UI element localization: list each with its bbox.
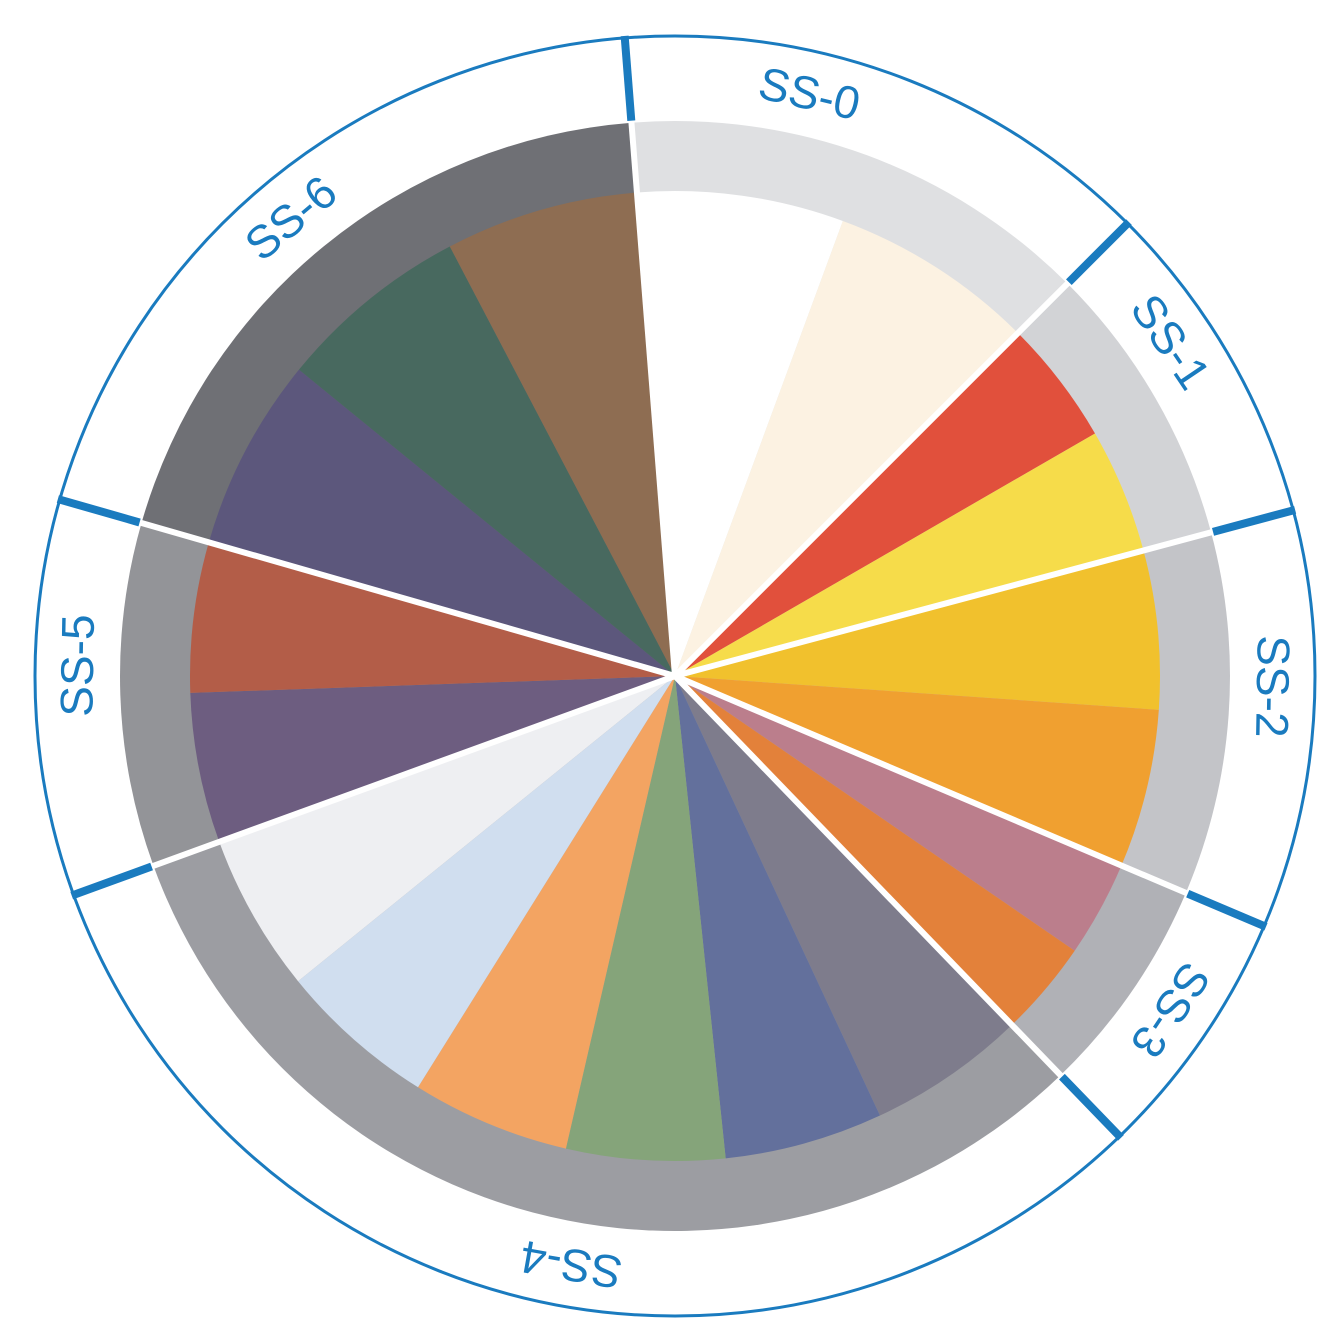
separator-line [148,673,677,871]
sector-tick [1059,1073,1124,1141]
sector-label-ss-2: SS-2 [1246,635,1300,738]
wedge-white [636,191,843,676]
separator-line [672,673,1066,1081]
separator-line [136,519,676,679]
wedge-dusty-rose [675,676,1122,951]
wedge-brown [449,192,675,676]
separator-line [672,278,1073,679]
sector-label-ss-4: SS-4 [516,1230,626,1299]
separator-line [673,673,1191,898]
wedge-red [675,333,1096,676]
sector-tick [620,35,636,122]
wedge-rust [190,542,676,693]
wedge-golden-yellow [675,550,1160,710]
sector-tick [1066,219,1132,285]
wedge-orange [675,676,1159,866]
wedge-sage-green [565,676,726,1161]
sector-tick [1186,889,1268,931]
separator-line [674,528,1216,679]
wedge-pale-gray [219,676,675,982]
wedge-light-orange [417,676,675,1149]
sector-tick [70,862,153,900]
sector-label-ss-0: SS-0 [754,56,865,130]
wedge-cream [675,220,1018,676]
sector-separators [136,118,1216,1081]
wedge-pale-blue [298,676,675,1088]
wedge-taupe-gray [675,676,1012,1116]
wedge-yellow [675,433,1144,676]
wedge-dark-orange [675,676,1075,1025]
wedge-dark-teal [298,246,675,676]
sector-ticks [56,35,1297,1141]
outer-circle [33,34,1317,1318]
wedge-slate-blue [675,676,880,1159]
sector-label-ss-5: SS-5 [50,614,104,717]
separator-line [628,118,678,677]
sector-tick [56,495,141,527]
wedge-dark-purple [208,369,675,676]
sector-tick [1211,505,1297,536]
